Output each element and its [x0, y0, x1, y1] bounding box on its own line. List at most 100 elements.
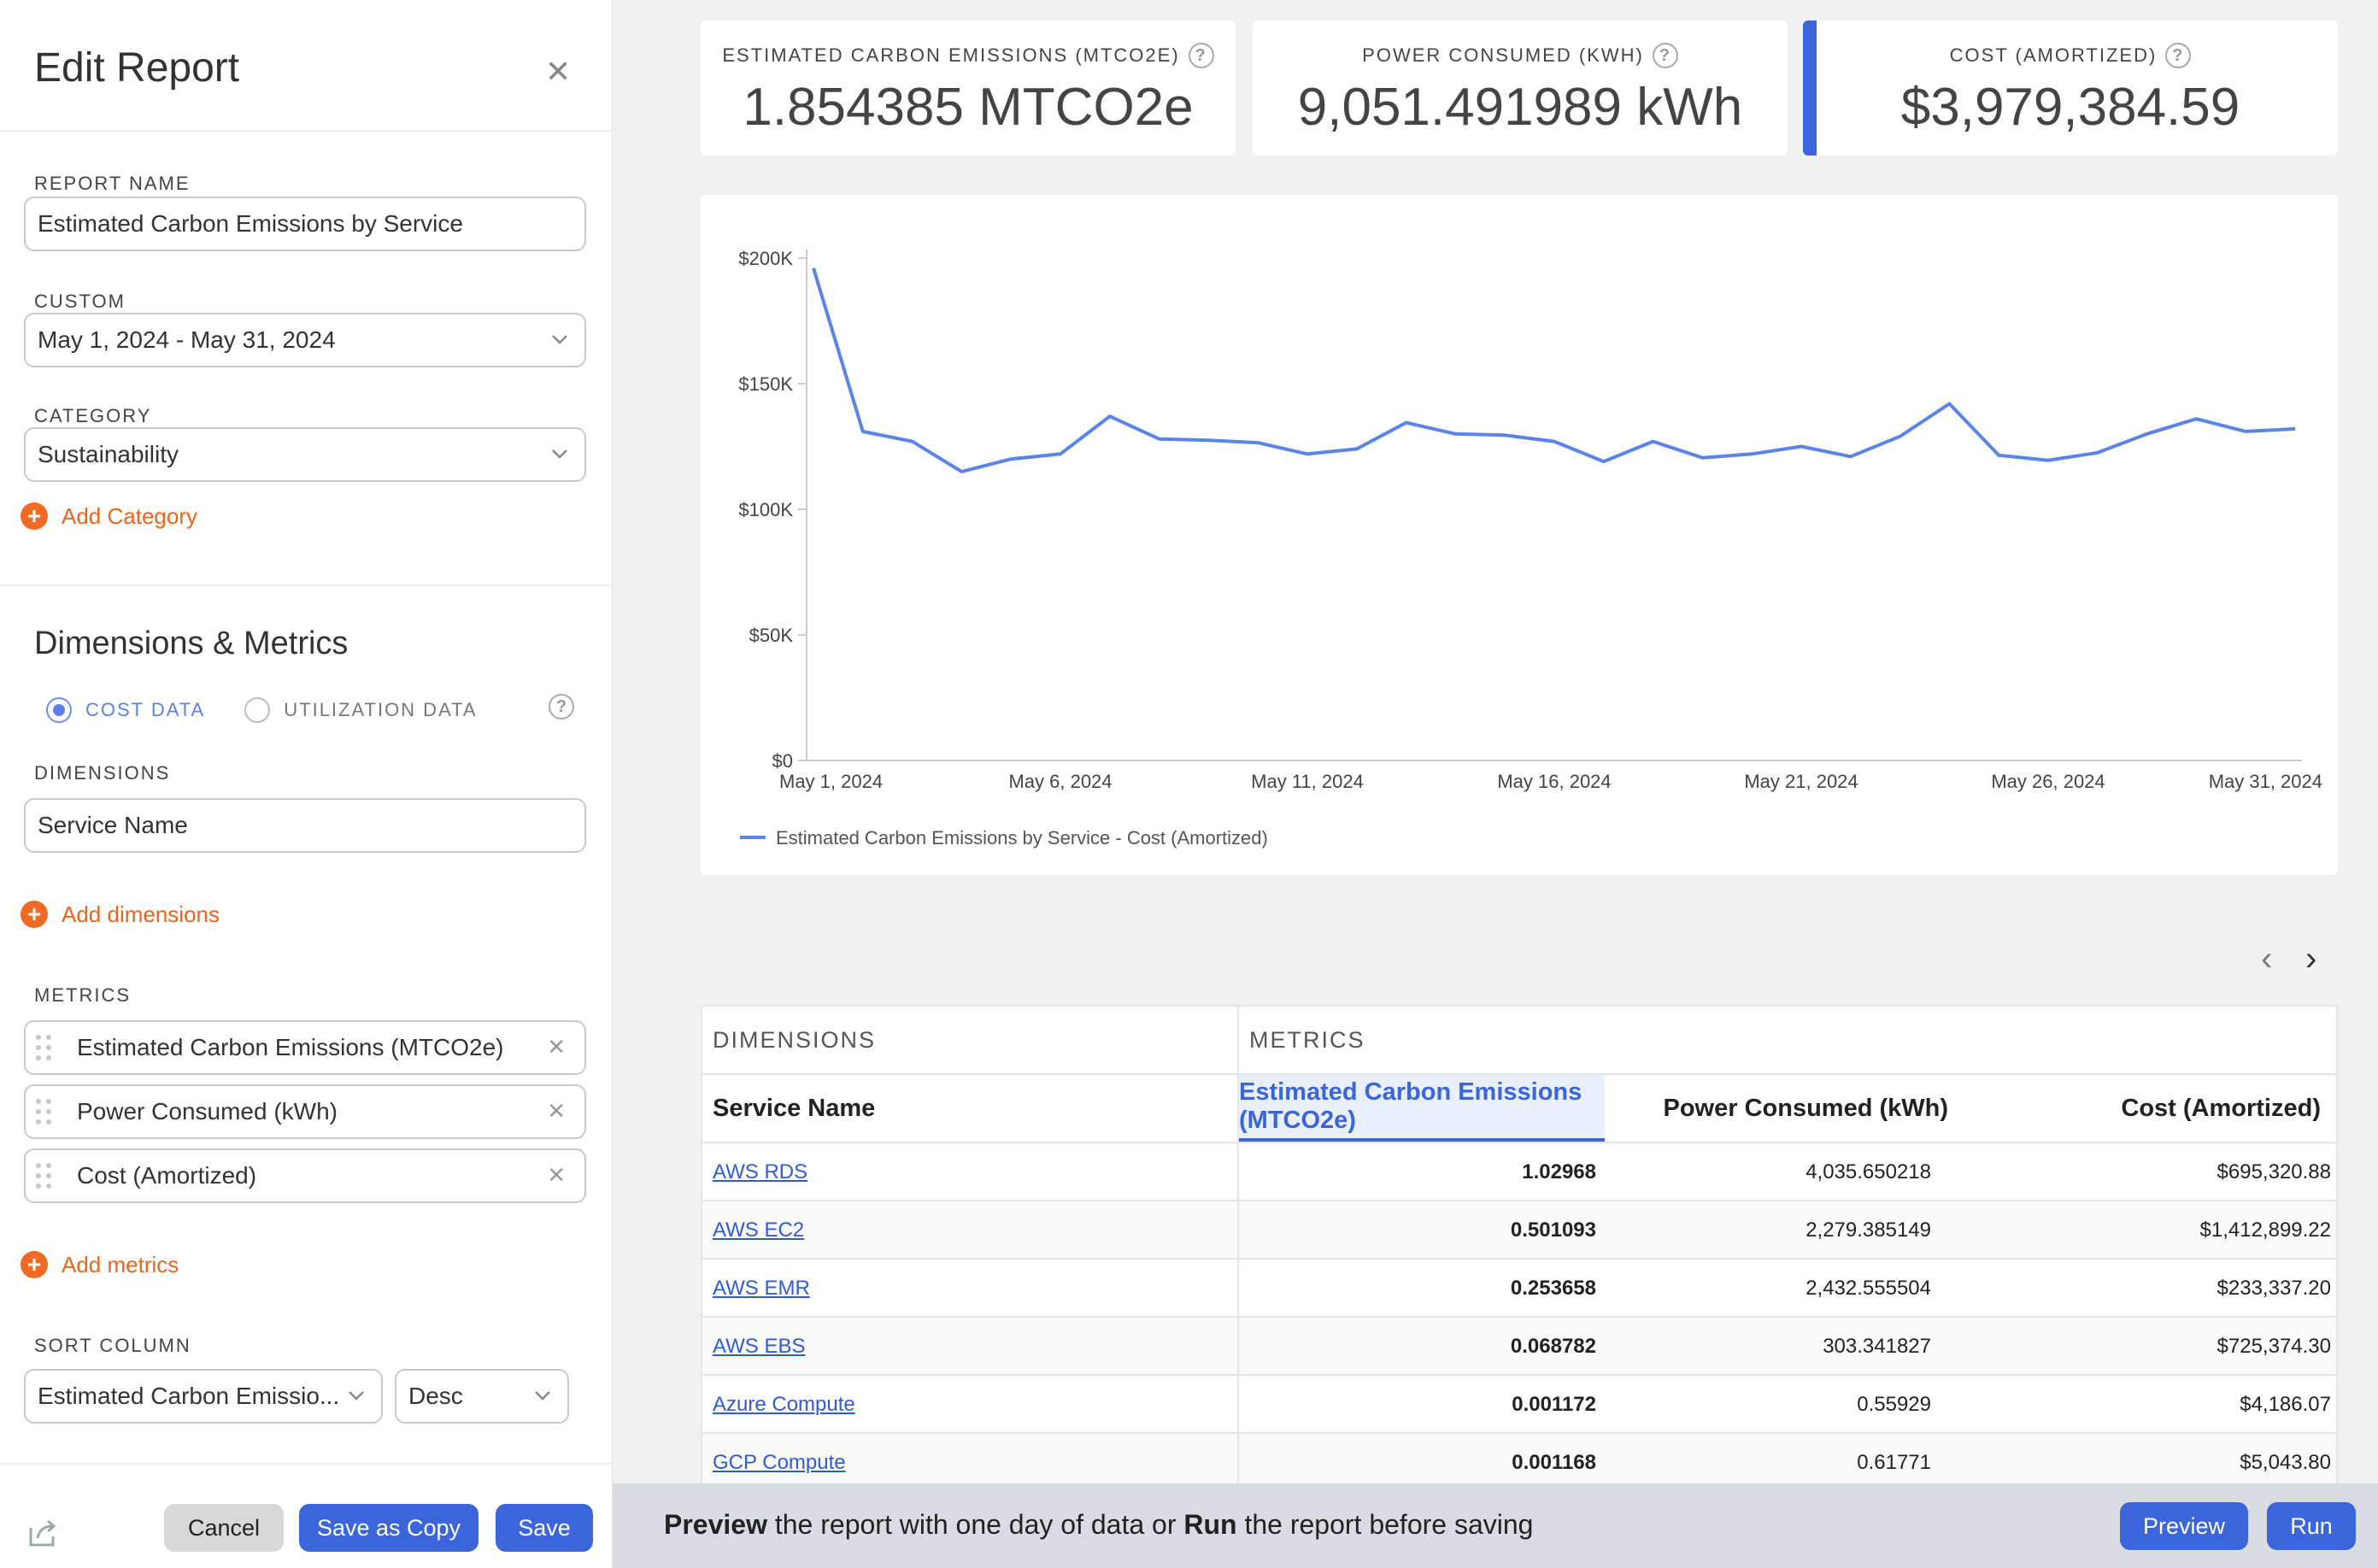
power-cell: 303.341827 — [1823, 1335, 1931, 1358]
help-icon[interactable]: ? — [1652, 43, 1678, 68]
dimension-value: Service Name — [38, 812, 188, 838]
data-type-radio-group: COST DATA UTILIZATION DATA — [46, 697, 478, 723]
share-icon[interactable] — [27, 1518, 58, 1548]
next-page-icon[interactable]: › — [2305, 940, 2317, 978]
x-tick-label: May 16, 2024 — [1497, 771, 1611, 792]
category-label: CATEGORY — [34, 405, 152, 426]
row-divider — [702, 1258, 2336, 1260]
drag-handle-icon[interactable] — [36, 1034, 77, 1061]
sort-column-select[interactable]: Estimated Carbon Emissio... — [24, 1369, 383, 1424]
metric-item[interactable]: Cost (Amortized) ✕ — [24, 1148, 586, 1203]
x-tick-label: May 1, 2024 — [779, 771, 883, 792]
metric-item[interactable]: Estimated Carbon Emissions (MTCO2e) ✕ — [24, 1020, 586, 1075]
report-name-input[interactable]: Estimated Carbon Emissions by Service — [24, 197, 586, 251]
add-dimensions-button[interactable]: + Add dimensions — [21, 901, 220, 928]
row-divider — [702, 1200, 2336, 1201]
cost-cell: $725,374.30 — [2217, 1335, 2331, 1358]
y-tick-label: $200K — [738, 248, 793, 269]
cancel-button[interactable]: Cancel — [164, 1504, 284, 1552]
remove-icon[interactable]: ✕ — [547, 1162, 566, 1188]
metric-item[interactable]: Power Consumed (kWh) ✕ — [24, 1084, 586, 1139]
carbon-cell: 0.068782 — [1510, 1335, 1596, 1358]
x-tick-label: May 6, 2024 — [1008, 771, 1112, 792]
divider — [702, 1073, 2336, 1075]
prev-page-icon[interactable]: ‹ — [2261, 940, 2273, 978]
run-button[interactable]: Run — [2267, 1502, 2356, 1550]
row-divider — [702, 1374, 2336, 1376]
kpi-label-text: ESTIMATED CARBON EMISSIONS (MTCO2E) — [722, 44, 1180, 66]
save-button[interactable]: Save — [496, 1504, 593, 1552]
column-header-cost[interactable]: Cost (Amortized) — [2121, 1094, 2321, 1122]
kpi-value: 9,051.491989 kWh — [1297, 78, 1743, 137]
legend-label: Estimated Carbon Emissions by Service - … — [776, 827, 1268, 849]
preview-button[interactable]: Preview — [2120, 1502, 2248, 1550]
date-range-value: May 1, 2024 - May 31, 2024 — [38, 326, 336, 353]
power-cell: 0.55929 — [1857, 1393, 1931, 1416]
service-link[interactable]: AWS EC2 — [713, 1219, 805, 1242]
utilization-data-radio[interactable] — [244, 697, 271, 723]
service-link[interactable]: AWS RDS — [713, 1160, 808, 1183]
help-icon[interactable]: ? — [1188, 43, 1214, 68]
carbon-cell: 0.501093 — [1510, 1219, 1596, 1242]
service-link[interactable]: GCP Compute — [713, 1451, 846, 1474]
close-icon[interactable]: ✕ — [545, 54, 572, 89]
column-header-power[interactable]: Power Consumed (kWh) — [1663, 1094, 1948, 1122]
cost-data-radio[interactable] — [46, 697, 72, 723]
plus-icon: + — [21, 1251, 48, 1278]
y-tick-label: $100K — [738, 499, 793, 520]
row-divider — [702, 1316, 2336, 1318]
carbon-cell: 1.02968 — [1522, 1160, 1596, 1183]
chevron-down-icon — [535, 1391, 550, 1401]
remove-icon[interactable]: ✕ — [547, 1034, 566, 1060]
divider — [0, 130, 613, 132]
report-name-value: Estimated Carbon Emissions by Service — [38, 210, 463, 237]
remove-icon[interactable]: ✕ — [547, 1098, 566, 1124]
add-category-button[interactable]: + Add Category — [21, 502, 197, 530]
dimensions-group-header: DIMENSIONS — [713, 1026, 877, 1053]
service-link[interactable]: Azure Compute — [713, 1393, 855, 1416]
service-link[interactable]: AWS EBS — [713, 1335, 806, 1358]
plus-icon: + — [21, 901, 48, 928]
x-tick-label: May 21, 2024 — [1744, 771, 1858, 792]
utilization-data-label[interactable]: UTILIZATION DATA — [284, 699, 478, 720]
line-chart: $0 $50K $100K $150K $200K May 1, 2024 May 6, 2… — [738, 248, 2322, 849]
drag-handle-icon[interactable] — [36, 1098, 77, 1125]
service-link[interactable]: AWS EMR — [713, 1277, 810, 1300]
table-row: AWS EC2 0.501093 2,279.385149 $1,412,899.22 — [702, 1201, 2336, 1260]
help-icon[interactable]: ? — [2165, 43, 2192, 68]
add-metrics-button[interactable]: + Add metrics — [21, 1251, 179, 1278]
kpi-card-cost[interactable]: COST (AMORTIZED) ? $3,979,384.59 — [1803, 21, 2338, 156]
metric-label: Cost (Amortized) — [77, 1162, 257, 1189]
x-tick-label: May 11, 2024 — [1251, 771, 1364, 792]
selected-indicator — [1803, 21, 1817, 156]
chevron-down-icon — [552, 449, 567, 459]
drag-handle-icon[interactable] — [36, 1162, 77, 1189]
row-divider — [702, 1432, 2336, 1434]
cost-cell: $695,320.88 — [2217, 1160, 2331, 1183]
kpi-card-power: POWER CONSUMED (KWH) ? 9,051.491989 kWh — [1253, 21, 1788, 156]
column-header-carbon[interactable]: Estimated Carbon Emissions (MTCO2e) — [1239, 1075, 1605, 1142]
date-range-select[interactable]: May 1, 2024 - May 31, 2024 — [24, 313, 586, 367]
category-select[interactable]: Sustainability — [24, 427, 586, 482]
divider — [702, 1142, 2336, 1143]
sort-order-value: Desc — [408, 1383, 463, 1409]
y-tick-label: $0 — [772, 750, 793, 772]
kpi-label-text: COST (AMORTIZED) — [1949, 44, 2158, 66]
carbon-cell: 0.001168 — [1512, 1451, 1596, 1474]
sort-order-select[interactable]: Desc — [395, 1369, 569, 1424]
table-row: AWS EBS 0.068782 303.341827 $725,374.30 — [702, 1318, 2336, 1376]
message-text: the report before saving — [1236, 1509, 1534, 1540]
help-icon[interactable]: ? — [549, 694, 574, 719]
kpi-label: ESTIMATED CARBON EMISSIONS (MTCO2E) ? — [701, 43, 1236, 68]
table-row: GCP Compute 0.001168 0.61771 $5,043.80 — [702, 1434, 2336, 1485]
add-metrics-label: Add metrics — [62, 1251, 179, 1277]
cost-data-label[interactable]: COST DATA — [85, 699, 206, 720]
x-tick-label: May 26, 2024 — [1991, 771, 2105, 792]
kpi-value: 1.854385 MTCO2e — [743, 78, 1194, 137]
cost-cell: $4,186.07 — [2240, 1393, 2331, 1416]
column-header-service[interactable]: Service Name — [713, 1094, 876, 1122]
add-dimensions-label: Add dimensions — [62, 901, 220, 927]
dimension-input[interactable]: Service Name — [24, 798, 586, 853]
save-as-copy-button[interactable]: Save as Copy — [299, 1504, 479, 1552]
power-cell: 4,035.650218 — [1806, 1160, 1931, 1183]
